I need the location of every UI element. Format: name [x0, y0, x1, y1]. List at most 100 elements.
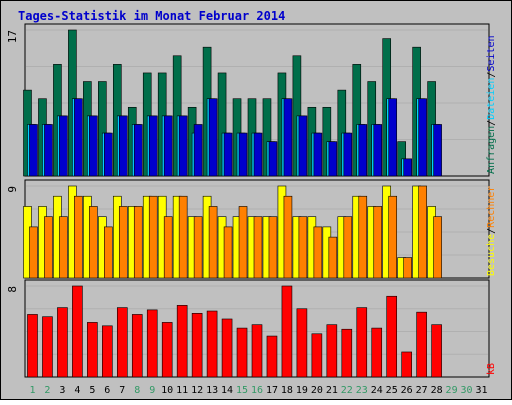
y-max-label: 17: [6, 30, 19, 43]
bar-seiten-day-13: [208, 98, 218, 177]
series-legend-text: Besuche/Rechner: [486, 186, 497, 276]
day-label-7: 7: [119, 385, 125, 396]
legend-dateien: Dateien: [486, 78, 497, 120]
bar-seiten-day-1: [29, 124, 38, 177]
legend-besuche: Besuche: [486, 234, 497, 276]
bar-rechner-day-22: [343, 216, 353, 279]
bar-kb-day-15: [236, 327, 248, 378]
bar-rechner-day-3: [59, 216, 68, 279]
bar-seiten-day-2: [44, 124, 53, 177]
legend-rechner: Rechner: [486, 186, 497, 228]
bar-kb-day-24: [371, 327, 383, 378]
bar-rechner-day-24: [373, 206, 383, 279]
day-label-17: 17: [266, 385, 278, 396]
legend-kb: kB: [486, 363, 497, 375]
day-label-16: 16: [251, 385, 263, 396]
day-label-9: 9: [149, 385, 155, 396]
bar-kb-day-22: [341, 328, 353, 378]
day-label-5: 5: [89, 385, 95, 396]
day-label-10: 10: [161, 385, 173, 396]
bar-seiten-day-8: [133, 124, 143, 177]
y-max-label: 8: [6, 286, 19, 293]
bar-seiten-day-14: [223, 132, 233, 177]
panel-kb: 8 kB: [6, 279, 497, 378]
bar-seiten-day-22: [343, 132, 353, 177]
series-kb: [27, 285, 442, 378]
bar-rechner-day-13: [208, 206, 218, 279]
bar-rechner-day-1: [29, 226, 38, 279]
bar-kb-day-20: [311, 333, 323, 378]
day-label-1: 1: [29, 385, 35, 396]
panel-requests: 17 Anfragen/Dateien/Seiten: [6, 23, 497, 177]
day-label-13: 13: [206, 385, 218, 396]
panels-layer: 17Anfragen/Dateien/Seiten9Besuche/Rechne…: [6, 23, 497, 378]
series-seiten: [29, 98, 442, 177]
day-label-14: 14: [221, 385, 233, 396]
bar-kb-day-23: [356, 307, 368, 378]
bar-seiten-day-11: [178, 115, 188, 177]
bar-kb-day-6: [102, 325, 113, 378]
bar-rechner-day-11: [178, 195, 188, 279]
bar-kb-day-1: [27, 314, 38, 378]
day-label-6: 6: [104, 385, 110, 396]
y-max-label: 9: [6, 186, 19, 193]
side-legend: Besuche/Rechner: [486, 186, 497, 276]
panel-visits: 9 Besuche/Rechner: [6, 179, 497, 279]
series-legend-text: Anfragen/Dateien/Seiten: [486, 35, 497, 174]
bar-kb-day-12: [191, 312, 203, 378]
bar-rechner-day-25: [388, 195, 398, 279]
bar-seiten-day-3: [59, 115, 68, 177]
day-label-24: 24: [371, 385, 383, 396]
bar-rechner-day-6: [104, 226, 113, 279]
bar-kb-day-19: [296, 308, 308, 378]
bar-kb-day-14: [221, 318, 233, 378]
bar-kb-day-4: [72, 285, 83, 378]
bar-kb-day-17: [266, 335, 278, 378]
bar-kb-day-8: [131, 314, 143, 378]
day-label-23: 23: [356, 385, 368, 396]
day-label-28: 28: [431, 385, 443, 396]
side-legend: Anfragen/Dateien/Seiten: [486, 35, 497, 174]
day-label-15: 15: [236, 385, 248, 396]
bar-seiten-day-19: [298, 115, 308, 177]
day-label-21: 21: [326, 385, 338, 396]
day-label-29: 29: [446, 385, 458, 396]
bar-seiten-day-26: [403, 158, 412, 177]
bar-rechner-day-18: [283, 195, 293, 279]
bar-rechner-day-10: [163, 216, 173, 279]
day-label-3: 3: [59, 385, 65, 396]
day-label-19: 19: [296, 385, 308, 396]
bar-kb-day-9: [146, 309, 158, 378]
bar-rechner-day-26: [403, 257, 412, 279]
legend-: /: [486, 228, 497, 234]
bar-rechner-day-2: [44, 216, 53, 279]
bar-seiten-day-24: [373, 124, 383, 177]
bar-seiten-day-20: [313, 132, 323, 177]
day-label-20: 20: [311, 385, 323, 396]
bar-kb-day-13: [206, 310, 218, 378]
bar-kb-day-21: [326, 324, 338, 378]
bar-rechner-day-5: [89, 206, 98, 279]
day-label-31: 31: [475, 385, 487, 396]
bar-rechner-day-9: [148, 195, 158, 279]
bar-kb-day-26: [401, 351, 412, 378]
bar-seiten-day-16: [253, 132, 263, 177]
day-labels: 1 2 3 4 5 6 7 8 9 10 11 12 13 14 15 16 17 18 19 20 21 22 23 24 2…: [29, 385, 487, 396]
day-label-27: 27: [416, 385, 428, 396]
bar-rechner-day-7: [118, 206, 128, 279]
legend-: /: [486, 72, 497, 78]
bar-rechner-day-12: [193, 216, 203, 279]
day-label-12: 12: [191, 385, 203, 396]
day-label-18: 18: [281, 385, 293, 396]
bar-seiten-day-23: [358, 124, 368, 177]
day-label-30: 30: [461, 385, 473, 396]
bar-seiten-day-27: [418, 98, 427, 177]
series-legend-text: kB: [486, 363, 497, 375]
bar-seiten-day-15: [238, 132, 248, 177]
bar-kb-day-5: [87, 322, 98, 378]
bar-seiten-day-21: [328, 141, 338, 177]
day-label-11: 11: [176, 385, 188, 396]
bar-seiten-day-28: [433, 124, 442, 177]
